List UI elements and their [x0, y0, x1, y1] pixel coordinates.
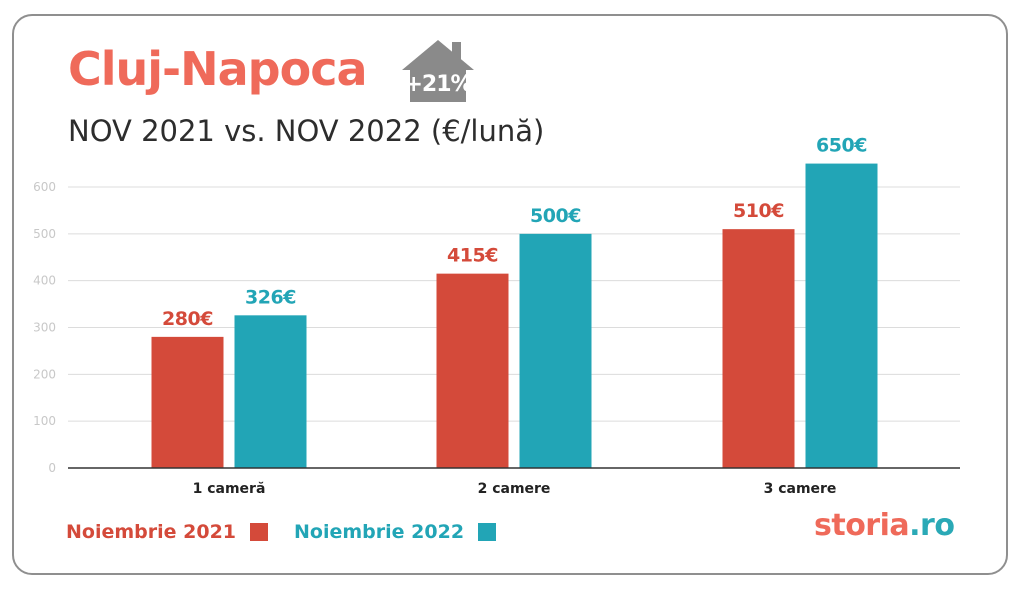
legend-swatch-2022	[478, 523, 497, 541]
data-label: 650€	[816, 135, 867, 157]
legend-swatch-2021	[250, 523, 269, 541]
legend: Noiembrie 2021 Noiembrie 2022	[66, 521, 522, 543]
y-tick-label: 300	[33, 321, 56, 335]
legend-item-2021: Noiembrie 2021	[66, 521, 269, 543]
x-tick-label: 3 camere	[764, 481, 837, 497]
legend-label-2022: Noiembrie 2022	[294, 521, 465, 543]
logo-part2: .ro	[909, 508, 955, 543]
y-tick-label: 600	[33, 180, 56, 194]
y-tick-label: 500	[33, 227, 56, 241]
y-tick-label: 400	[33, 274, 56, 288]
logo-part1: storia	[814, 508, 910, 543]
bar-2022-1	[234, 315, 307, 468]
x-tick-label: 1 cameră	[193, 481, 266, 497]
data-label: 510€	[733, 200, 784, 222]
bar-2022-2	[519, 233, 592, 468]
bar-2021-1	[151, 336, 224, 468]
badge-text: +21%	[404, 72, 472, 97]
data-label: 415€	[447, 245, 498, 267]
data-label: 500€	[530, 205, 581, 227]
x-tick-label: 2 camere	[478, 481, 551, 497]
storia-logo: storia.ro	[814, 508, 955, 543]
bar-2021-2	[436, 273, 509, 468]
bar-2022-3	[805, 163, 878, 469]
data-label: 326€	[245, 286, 296, 308]
legend-label-2021: Noiembrie 2021	[66, 521, 237, 543]
house-badge-icon: +21%	[402, 40, 474, 102]
legend-item-2022: Noiembrie 2022	[294, 521, 497, 543]
y-tick-label: 200	[33, 367, 56, 381]
bar-2021-3	[722, 229, 795, 468]
y-tick-label: 100	[33, 414, 56, 428]
y-tick-label: 0	[48, 461, 56, 475]
chart-subtitle: NOV 2021 vs. NOV 2022 (€/lună)	[68, 114, 545, 148]
data-label: 280€	[162, 308, 213, 330]
page-title: Cluj-Napoca	[68, 42, 368, 96]
